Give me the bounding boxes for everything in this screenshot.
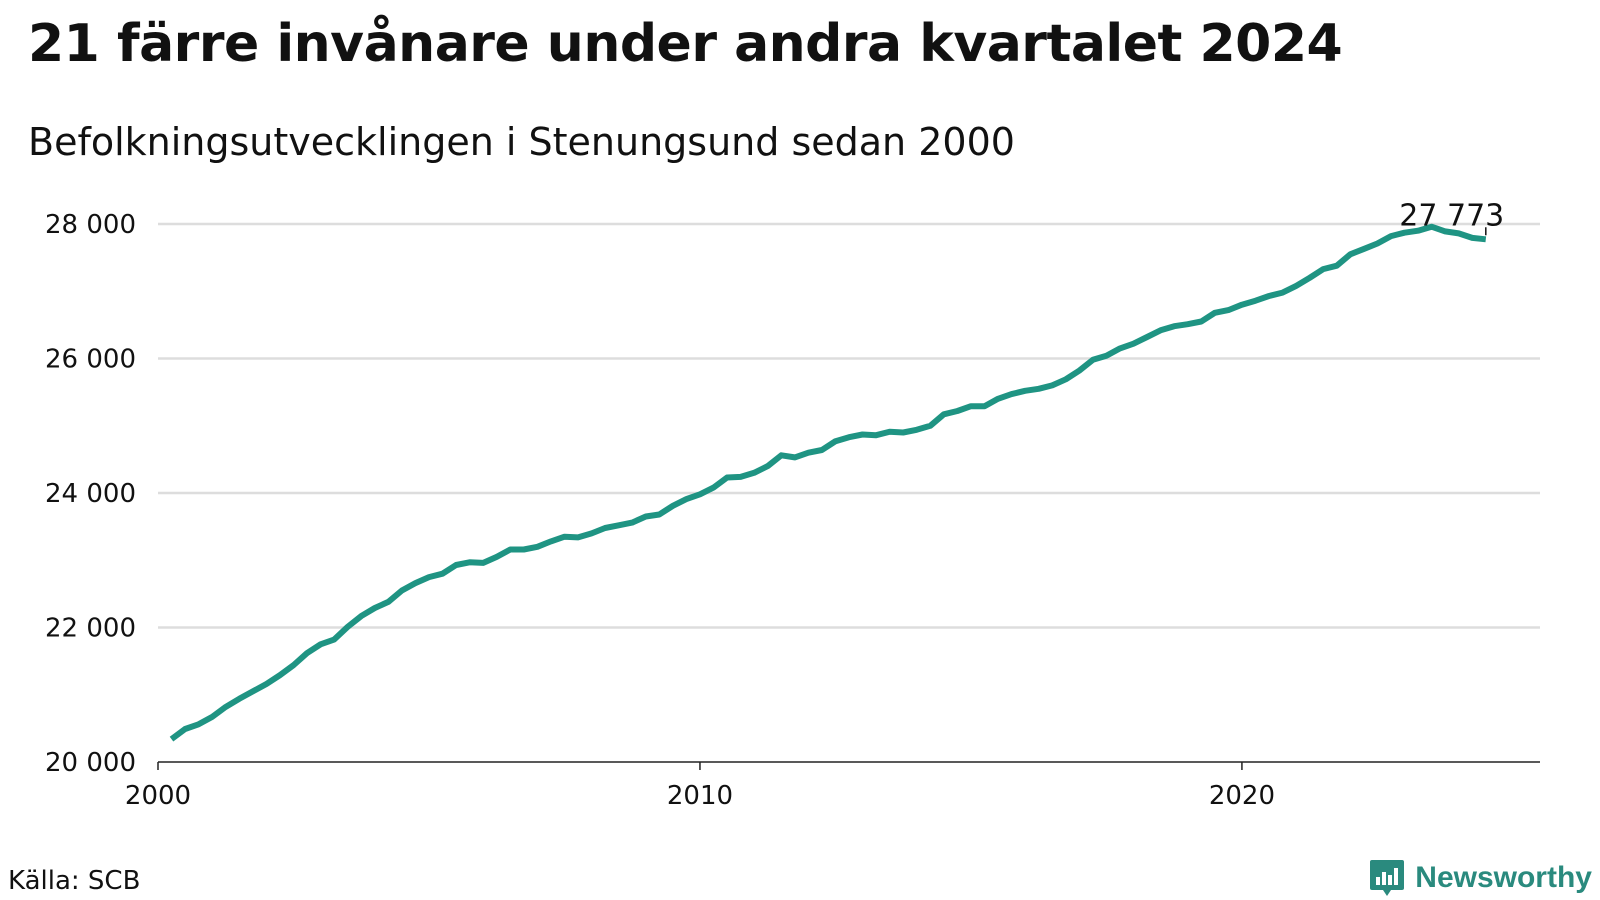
y-axis-ticks: 20 000 22 000 24 000 26 000 28 000 bbox=[45, 210, 136, 778]
brand-logo: Newsworthy bbox=[1369, 858, 1592, 898]
page-title: 21 färre invånare under andra kvartalet … bbox=[28, 14, 1343, 74]
y-tick-label: 22 000 bbox=[45, 614, 136, 644]
end-value-label: 27 773 bbox=[1399, 198, 1504, 233]
x-tick-label: 2010 bbox=[667, 781, 733, 811]
series-line bbox=[169, 223, 1487, 742]
y-tick-label: 24 000 bbox=[45, 479, 136, 509]
newsworthy-logo-icon bbox=[1370, 860, 1405, 896]
chart-subtitle: Befolkningsutvecklingen i Stenungsund se… bbox=[28, 120, 1015, 164]
grid-lines bbox=[158, 222, 1540, 763]
y-tick-label: 26 000 bbox=[45, 345, 136, 375]
y-tick-label: 28 000 bbox=[45, 210, 136, 240]
brand-name: Newsworthy bbox=[1415, 861, 1592, 894]
source-note: Källa: SCB bbox=[8, 866, 141, 896]
x-axis-ticks: 2000 2010 2020 bbox=[125, 762, 1275, 811]
x-tick-label: 2000 bbox=[125, 781, 191, 811]
x-tick-label: 2020 bbox=[1209, 781, 1275, 811]
y-tick-label: 20 000 bbox=[45, 748, 136, 778]
